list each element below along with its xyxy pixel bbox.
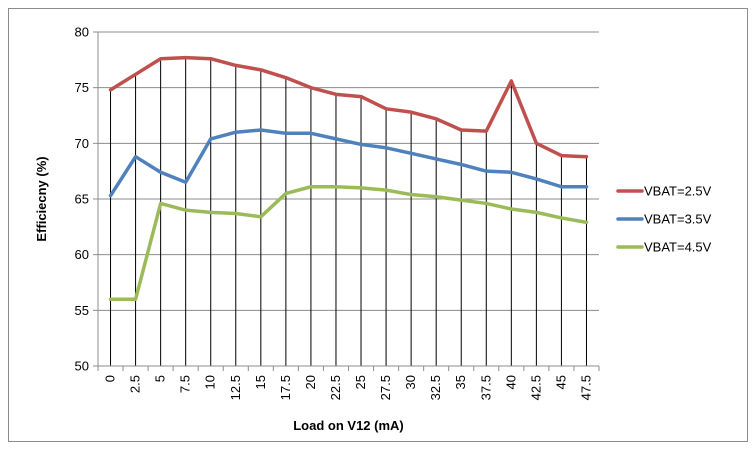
y-tick-label: 80 <box>75 25 89 40</box>
x-tick-label: 35 <box>453 375 468 389</box>
legend-label-3: VBAT=4.5V <box>644 240 712 255</box>
legend: VBAT=2.5V VBAT=3.5V VBAT=4.5V <box>616 184 712 255</box>
axes <box>93 31 600 371</box>
y-tick-labels: 50 55 60 65 70 75 80 <box>75 25 89 374</box>
grid-lines <box>98 31 599 367</box>
x-tick-label: 17.5 <box>278 375 293 400</box>
line-chart: 50 55 60 65 70 75 80 0 2.5 5 7.5 10 12.5 15 17.5 20 22.… <box>34 25 712 434</box>
legend-label-1: VBAT=2.5V <box>644 184 712 199</box>
x-tick-label: 32.5 <box>428 375 443 400</box>
series-lines <box>108 55 589 301</box>
y-tick-label: 55 <box>75 303 89 318</box>
x-tick-label: 20 <box>303 375 318 389</box>
legend-label-2: VBAT=3.5V <box>644 212 712 227</box>
x-tick-label: 5 <box>153 375 168 382</box>
x-tick-labels: 0 2.5 5 7.5 10 12.5 15 17.5 20 22.5 25 27.5 30 32.5 35… <box>103 375 594 400</box>
x-axis-title: Load on V12 (mA) <box>293 418 404 433</box>
series-line-1 <box>108 55 589 159</box>
x-tick-label: 22.5 <box>328 375 343 400</box>
y-axis-title: Efficiecny (%) <box>34 156 49 241</box>
x-tick-label: 27.5 <box>378 375 393 400</box>
x-tick-label: 15 <box>253 375 268 389</box>
x-tick-label: 47.5 <box>578 375 593 400</box>
y-tick-label: 75 <box>75 80 89 95</box>
y-tick-label: 65 <box>75 192 89 207</box>
y-tick-label: 60 <box>75 247 89 262</box>
x-tick-label: 45 <box>553 375 568 389</box>
series-line-3 <box>108 185 589 301</box>
x-tick-label: 30 <box>403 375 418 389</box>
chart-area: 50 55 60 65 70 75 80 0 2.5 5 7.5 10 12.5 15 17.5 20 22.… <box>8 8 748 442</box>
y-tick-label: 50 <box>75 359 89 374</box>
x-tick-label: 0 <box>103 375 118 382</box>
x-tick-label: 37.5 <box>478 375 493 400</box>
y-tick-label: 70 <box>75 136 89 151</box>
x-tick-label: 12.5 <box>228 375 243 400</box>
x-tick-label: 2.5 <box>128 375 143 393</box>
series-line-2 <box>108 128 589 198</box>
x-tick-label: 10 <box>203 375 218 389</box>
x-tick-label: 42.5 <box>528 375 543 400</box>
x-tick-label: 25 <box>353 375 368 389</box>
x-tick-label: 40 <box>503 375 518 389</box>
x-tick-label: 7.5 <box>178 375 193 393</box>
